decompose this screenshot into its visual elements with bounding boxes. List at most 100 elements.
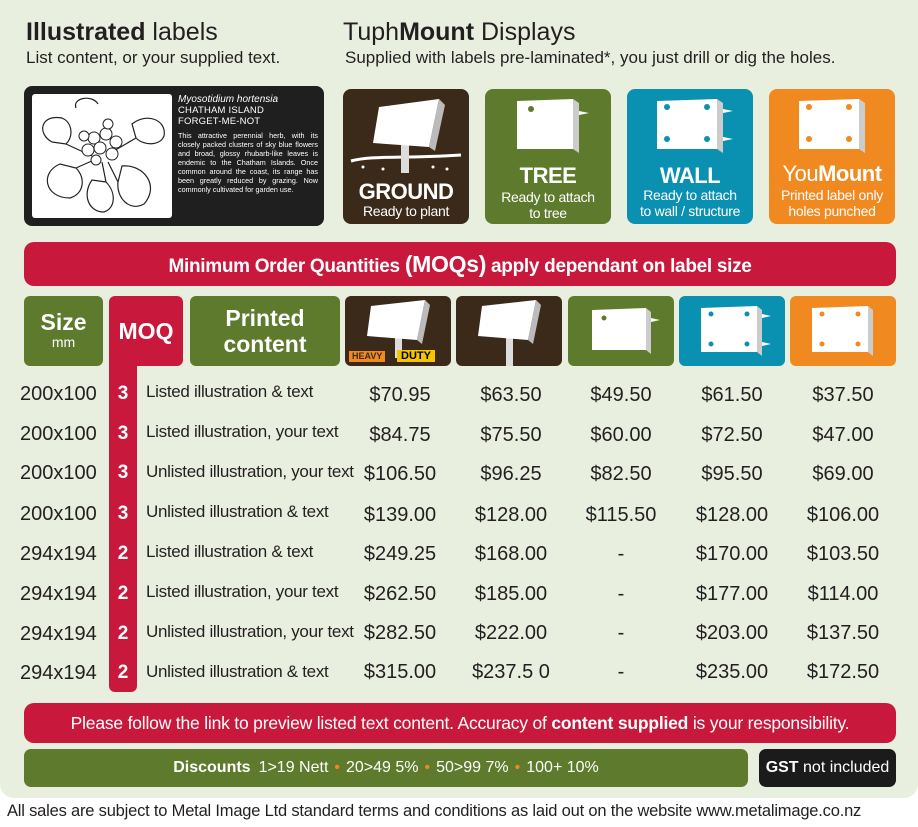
row-content: Unlisted illustration, your text <box>146 462 354 481</box>
ground-subtitle: Ready to plant <box>362 203 450 219</box>
ground-header <box>456 296 562 366</box>
price-ground: $128.00 <box>474 504 548 526</box>
sample-label-card: Myosotidium hortensia CHATHAM ISLAND FOR… <box>24 86 324 226</box>
tree-header-icon <box>592 308 660 354</box>
row-size: 294x194 <box>20 623 97 645</box>
price-tree: $60.00 <box>590 424 652 446</box>
species-description: This attractive perennial herb, with its… <box>178 131 318 194</box>
price-youmount: $172.50 <box>806 661 880 683</box>
row-moq: 3 <box>117 503 129 524</box>
row-size: 294x194 <box>20 543 97 565</box>
price-ground: $185.00 <box>474 583 548 605</box>
price-wall: $170.00 <box>695 543 769 565</box>
price-youmount: $47.00 <box>812 424 874 446</box>
price-wall: $128.00 <box>695 504 769 526</box>
row-moq: 2 <box>117 583 129 604</box>
row-size: 294x194 <box>20 662 97 684</box>
row-size: 200x100 <box>20 503 97 525</box>
row-content: Unlisted illustration & text <box>146 502 329 521</box>
species-name: Myosotidium hortensia <box>178 94 279 105</box>
discounts-bar: Discounts 1>19 Nett • 20>49 5% • 50>99 7% • 100… <box>24 749 748 787</box>
price-wall: $203.00 <box>695 622 769 644</box>
heavy-duty-ground-header: HEAVY DUTY <box>345 296 451 366</box>
row-moq: 2 <box>117 662 129 683</box>
row-content: Listed illustration & text <box>146 382 314 401</box>
wall-header <box>679 296 785 366</box>
illustrated-labels-title: Illustrated labels <box>26 18 218 46</box>
price-tree: - <box>617 543 625 565</box>
island-name: CHATHAM ISLAND <box>178 105 265 116</box>
discount-tier: 50>99 7% <box>436 759 509 776</box>
row-content: Unlisted illustration, your text <box>146 622 354 641</box>
price-heavy-duty: $139.00 <box>363 504 437 526</box>
ground-header-icon <box>478 300 541 366</box>
discounts-label: Discounts <box>173 759 251 776</box>
price-tree: - <box>617 622 625 644</box>
discount-tier: 100+ 10% <box>526 759 599 776</box>
youmount-tile: YouMount Printed label only holes punche… <box>769 89 895 224</box>
tree-line2: to tree <box>529 205 567 221</box>
price-tree: $82.50 <box>590 463 652 485</box>
moq-banner: Minimum Order Quantities (MOQs) apply de… <box>24 242 896 286</box>
wall-line2: to wall / structure <box>639 203 741 219</box>
price-youmount: $106.00 <box>806 504 880 526</box>
discount-tier: 20>49 5% <box>346 759 419 776</box>
row-size: 294x194 <box>20 583 97 605</box>
price-heavy-duty: $84.75 <box>369 424 431 446</box>
youmount-title: YouMount <box>782 161 882 186</box>
price-tree: - <box>617 661 625 683</box>
tuphmount-subtitle: Supplied with labels pre-laminated*, you… <box>345 48 836 67</box>
price-ground: $237.5 0 <box>472 661 550 683</box>
price-ground: $168.00 <box>474 543 548 565</box>
terms-footer: All sales are subject to Metal Image Ltd… <box>7 802 862 820</box>
price-youmount: $69.00 <box>812 463 874 485</box>
row-size: 200x100 <box>20 423 97 445</box>
heavy-duty-ground-icon <box>367 300 430 358</box>
price-wall: $72.50 <box>701 424 763 446</box>
price-wall: $177.00 <box>695 583 769 605</box>
tree-title: TREE <box>519 163 577 188</box>
price-youmount: $114.00 <box>807 583 879 605</box>
wall-title: WALL <box>659 163 721 188</box>
row-size: 200x100 <box>20 383 97 405</box>
wall-mount-tile: WALL Ready to attach to wall / structure <box>627 89 753 224</box>
gst-note: GST not included <box>759 749 896 787</box>
price-heavy-duty: $315.00 <box>363 661 437 683</box>
row-content: Listed illustration & text <box>146 542 314 561</box>
tree-mount-icon <box>517 99 589 153</box>
ground-mount-icon <box>350 99 462 173</box>
row-moq: 3 <box>117 383 129 404</box>
moq-column-header: MOQ <box>109 296 183 366</box>
row-moq: 3 <box>117 423 129 444</box>
price-wall: $235.00 <box>695 661 769 683</box>
row-moq: 3 <box>117 462 129 483</box>
price-ground: $75.50 <box>480 424 542 446</box>
price-heavy-duty: $282.50 <box>363 622 437 644</box>
price-tree: - <box>617 583 625 605</box>
youmount-header-icon <box>812 306 873 356</box>
tree-header <box>568 296 674 366</box>
row-content: Listed illustration, your text <box>146 582 339 601</box>
duty-tag: DUTY <box>397 350 435 362</box>
price-youmount: $103.50 <box>806 543 880 565</box>
youmount-header <box>790 296 896 366</box>
price-tree: $115.50 <box>585 504 657 526</box>
price-youmount: $37.50 <box>812 384 874 406</box>
price-ground: $222.00 <box>474 622 548 644</box>
notice-banner: Please follow the link to preview listed… <box>24 703 896 743</box>
youmount-line2: holes punched <box>788 203 876 219</box>
moq-column-strip <box>109 360 137 692</box>
row-content: Unlisted illustration & text <box>146 662 329 681</box>
price-wall: $61.50 <box>701 384 763 406</box>
label-text-block: Myosotidium hortensia CHATHAM ISLAND FOR… <box>178 94 318 194</box>
price-youmount: $137.50 <box>806 622 880 644</box>
wall-header-icon <box>701 306 771 356</box>
illustrated-labels-subtitle: List content, or your supplied text. <box>26 48 281 67</box>
heavy-tag: HEAVY <box>349 351 386 362</box>
row-size: 200x100 <box>20 462 97 484</box>
row-moq: 2 <box>117 543 129 564</box>
price-tree: $49.50 <box>590 384 652 406</box>
ground-title: GROUND <box>358 179 454 204</box>
ground-mount-tile: GROUND Ready to plant <box>343 89 469 224</box>
forget-me-not-illustration <box>32 94 172 218</box>
